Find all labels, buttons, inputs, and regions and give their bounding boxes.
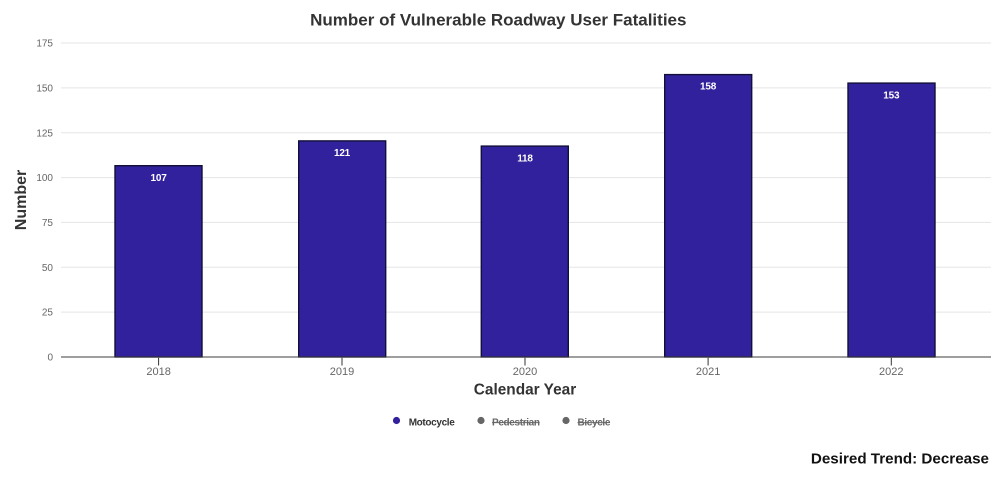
svg-text:118: 118 <box>517 153 533 164</box>
svg-text:Pedestrian: Pedestrian <box>492 417 540 428</box>
svg-text:121: 121 <box>334 148 351 159</box>
svg-text:2022: 2022 <box>879 366 903 378</box>
svg-text:Number of Vulnerable Roadway U: Number of Vulnerable Roadway User Fatali… <box>310 11 686 30</box>
svg-text:2018: 2018 <box>146 366 170 378</box>
svg-text:150: 150 <box>36 84 53 95</box>
svg-text:2021: 2021 <box>696 366 720 378</box>
svg-text:175: 175 <box>36 39 53 50</box>
svg-text:50: 50 <box>42 263 54 274</box>
svg-text:Number: Number <box>13 170 30 230</box>
svg-text:2019: 2019 <box>330 366 354 378</box>
svg-text:Desired Trend: Decrease: Desired Trend: Decrease <box>811 450 989 467</box>
svg-text:Motocycle: Motocycle <box>409 417 456 428</box>
svg-text:2020: 2020 <box>513 366 537 378</box>
svg-text:Bicycle: Bicycle <box>578 417 611 428</box>
svg-text:25: 25 <box>42 308 54 319</box>
svg-text:158: 158 <box>700 82 717 93</box>
svg-text:75: 75 <box>42 218 54 229</box>
svg-text:153: 153 <box>883 91 900 102</box>
svg-text:107: 107 <box>151 173 168 184</box>
svg-text:Calendar Year: Calendar Year <box>474 382 576 399</box>
svg-text:100: 100 <box>36 173 53 184</box>
svg-text:125: 125 <box>36 128 53 139</box>
svg-text:0: 0 <box>47 353 53 364</box>
